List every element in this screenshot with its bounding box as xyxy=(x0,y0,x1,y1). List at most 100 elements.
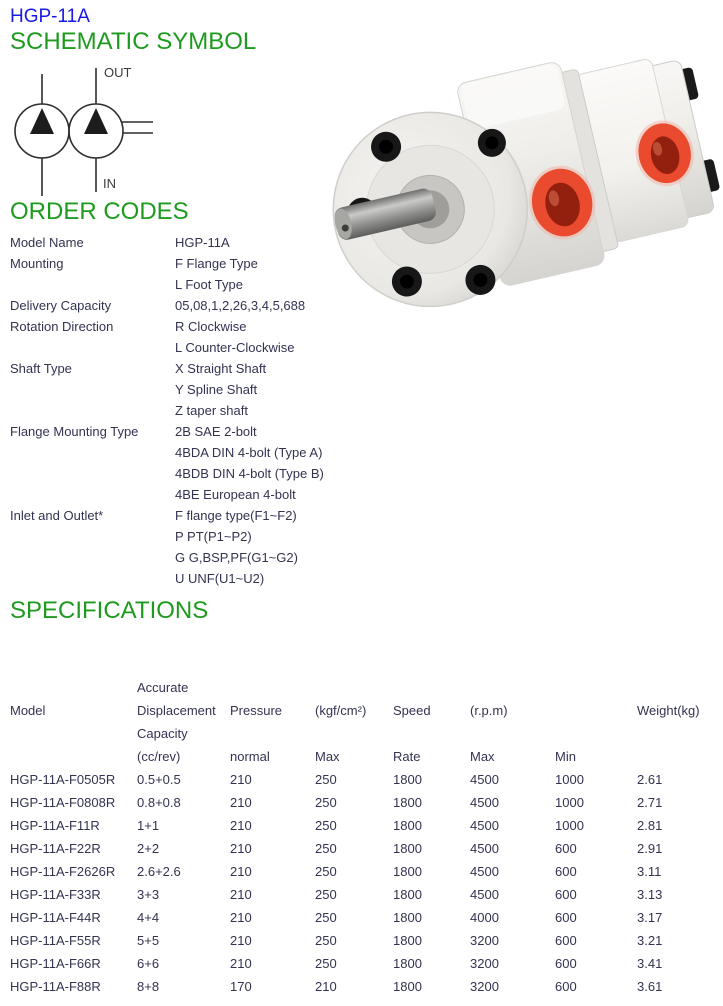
spec-data-cell: 2.91 xyxy=(637,841,663,856)
flow-triangle-icon xyxy=(30,108,54,134)
spec-data-cell: 3+3 xyxy=(137,887,160,902)
order-code-label: Inlet and Outlet* xyxy=(10,508,104,523)
spec-header-cell: (r.p.m) xyxy=(470,703,508,718)
order-code-value: Z taper shaft xyxy=(175,403,248,418)
order-codes-list: Model Name HGP-11A Mounting F Flange Type L … xyxy=(10,232,324,589)
spec-data-cell: 3.11 xyxy=(637,864,662,879)
spec-data-cell: HGP-11A-F66R xyxy=(10,956,101,971)
spec-data-cell: 4000 xyxy=(470,910,499,925)
spec-data-cell: 1800 xyxy=(393,910,422,925)
order-code-row: U UNF(U1~U2) xyxy=(10,568,324,589)
pump-schematic-diagram: OUT IN xyxy=(14,65,153,196)
drive-shaft xyxy=(334,188,436,240)
spec-data-cell: 210 xyxy=(230,841,252,856)
spec-header-cell: (kgf/cm²) xyxy=(315,703,367,718)
spec-data-cell: 600 xyxy=(555,910,577,925)
order-code-value: G G,BSP,PF(G1~G2) xyxy=(175,550,298,565)
order-code-row: Model Name HGP-11A xyxy=(10,232,324,253)
spec-data-cell: 1000 xyxy=(555,818,584,833)
order-code-value: L Foot Type xyxy=(175,277,243,292)
spec-data-cell: 3200 xyxy=(470,933,499,948)
order-code-value: 05,08,1,2,26,3,4,5,688 xyxy=(175,298,306,313)
order-code-row: Shaft Type X Straight Shaft xyxy=(10,358,324,379)
red-port-plug xyxy=(635,120,694,187)
spec-subheader-cell xyxy=(10,745,137,768)
order-code-row: Flange Mounting Type 2B SAE 2-bolt xyxy=(10,421,324,442)
spec-subheader-cell xyxy=(637,745,723,768)
order-code-row: P PT(P1~P2) xyxy=(10,526,324,547)
spec-header-cell xyxy=(555,676,637,745)
spec-data-cell: 3200 xyxy=(470,956,499,971)
order-code-row: Z taper shaft xyxy=(10,400,324,421)
order-codes-heading: ORDER CODES xyxy=(10,198,189,225)
spec-data-cell: 600 xyxy=(555,887,577,902)
spec-data-cell: 250 xyxy=(315,864,337,879)
spec-subheader-cell: (cc/rev) xyxy=(137,749,181,764)
order-code-label: Delivery Capacity xyxy=(10,298,112,313)
spec-data-cell: 210 xyxy=(230,818,252,833)
spec-data-cell: 8+8 xyxy=(137,979,160,994)
pump-product-photo xyxy=(332,59,720,308)
spec-data-cell: 3.61 xyxy=(637,979,663,994)
spec-data-cell: 1800 xyxy=(393,933,422,948)
spec-data-cell: 2.81 xyxy=(637,818,663,833)
spec-subheader-cell: Max xyxy=(470,749,495,764)
order-code-value: 4BDB DIN 4-bolt (Type B) xyxy=(175,466,324,481)
spec-data-cell: 3200 xyxy=(470,979,499,994)
spec-data-cell: 2.61 xyxy=(637,772,663,787)
spec-data-cell: 210 xyxy=(315,979,337,994)
spec-header-cell: Weight(kg) xyxy=(637,703,700,718)
spec-data-cell: 170 xyxy=(230,979,252,994)
spec-data-cell: 0.8+0.8 xyxy=(137,795,181,810)
order-code-label: Mounting xyxy=(10,256,64,271)
page-title: HGP-11A xyxy=(10,6,90,27)
spec-header-cell: Pressure xyxy=(230,703,283,718)
spec-data-cell: 210 xyxy=(230,910,252,925)
spec-data-cell: 250 xyxy=(315,795,337,810)
order-code-value: P PT(P1~P2) xyxy=(175,529,252,544)
spec-data-cell: 2.71 xyxy=(637,795,663,810)
spec-data-cell: 600 xyxy=(555,979,577,994)
order-code-value: X Straight Shaft xyxy=(175,361,267,376)
spec-data-cell: 1800 xyxy=(393,979,422,994)
spec-data-cell: 250 xyxy=(315,841,337,856)
specifications-heading: SPECIFICATIONS xyxy=(10,597,209,624)
order-code-value: 4BE European 4-bolt xyxy=(175,487,296,502)
order-code-value: 4BDA DIN 4-bolt (Type A) xyxy=(175,445,323,460)
spec-data-cell: 600 xyxy=(555,841,577,856)
spec-header-cell: Speed xyxy=(393,703,431,718)
spec-data-cell: 600 xyxy=(555,933,577,948)
order-code-label: Shaft Type xyxy=(10,361,72,376)
spec-data-cell: 210 xyxy=(230,795,252,810)
spec-data-cell: 3.13 xyxy=(637,887,663,902)
spec-data-cell: HGP-11A-F2626R xyxy=(10,864,116,879)
order-code-value: F Flange Type xyxy=(175,256,258,271)
spec-data-cell: HGP-11A-F55R xyxy=(10,933,101,948)
spec-subheader-cell: Min xyxy=(555,749,576,764)
order-code-value: 2B SAE 2-bolt xyxy=(175,424,257,439)
spec-data-cell: 210 xyxy=(230,864,252,879)
spec-data-cell: HGP-11A-F0505R xyxy=(10,772,116,787)
spec-data-cell: 0.5+0.5 xyxy=(137,772,181,787)
spec-data-cell: 250 xyxy=(315,818,337,833)
spec-data-cell: HGP-11A-F0808R xyxy=(10,795,116,810)
order-code-row: G G,BSP,PF(G1~G2) xyxy=(10,547,324,568)
spec-data-cell: 4500 xyxy=(470,772,499,787)
spec-subheader-cell: Rate xyxy=(393,749,421,764)
spec-data-cell: 210 xyxy=(230,772,252,787)
spec-data-cell: 5+5 xyxy=(137,933,160,948)
spec-subheader-cell: normal xyxy=(230,749,270,764)
spec-data-cell: 2+2 xyxy=(137,841,160,856)
spec-header-cell: Model xyxy=(10,703,46,718)
spec-data-cell: HGP-11A-F44R xyxy=(10,910,101,925)
spec-data-cell: 250 xyxy=(315,772,337,787)
schematic-out-label: OUT xyxy=(104,65,132,80)
spec-data-cell: 1800 xyxy=(393,956,422,971)
order-code-value: F flange type(F1~F2) xyxy=(175,508,297,523)
spec-data-cell: 4500 xyxy=(470,887,499,902)
order-code-value: U UNF(U1~U2) xyxy=(175,571,265,586)
spec-data-cell: 4+4 xyxy=(137,910,160,925)
order-code-row: Y Spline Shaft xyxy=(10,379,324,400)
red-port-plug xyxy=(528,165,596,240)
specifications-table: Model Accurate Displacement Capacity Press… xyxy=(10,676,723,998)
